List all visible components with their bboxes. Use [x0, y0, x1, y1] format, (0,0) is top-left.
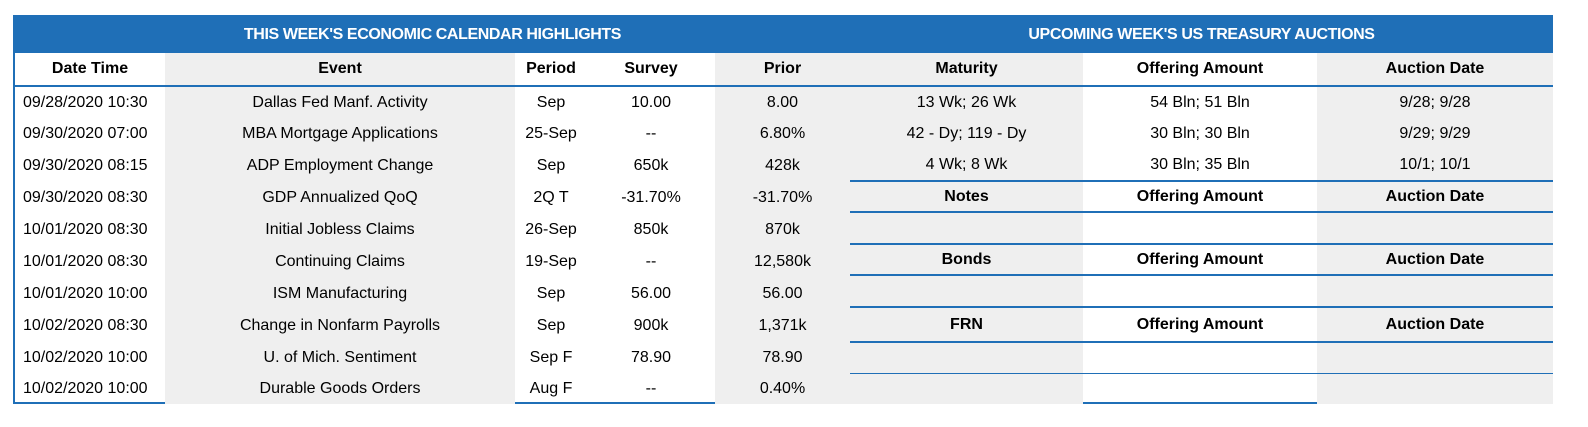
auction-date-column-shade: [1317, 53, 1553, 404]
calendar-auctions-panel: THIS WEEK'S ECONOMIC CALENDAR HIGHLIGHTS…: [13, 15, 1553, 404]
bill-amount: 30 Bln; 35 Bln: [1150, 156, 1250, 173]
frn-auction-date-header: Auction Date: [1385, 316, 1485, 333]
header-maturity: Maturity: [935, 60, 998, 77]
row-survey: 850k: [633, 221, 669, 238]
bill-date: 10/1; 10/1: [1399, 156, 1471, 173]
row-datetime: 09/30/2020 07:00: [23, 125, 148, 142]
maturity-column-shade: [850, 53, 1083, 404]
row-event: Change in Nonfarm Payrolls: [239, 317, 441, 334]
event-column-shade: [165, 53, 515, 404]
bill-maturity: 13 Wk; 26 Wk: [916, 93, 1017, 111]
notes-top-divider: [850, 180, 1553, 182]
notes-header: Notes: [944, 187, 989, 205]
row-period: Sep: [536, 93, 566, 111]
row-survey: --: [645, 380, 657, 397]
row-event: GDP Annualized QoQ: [262, 189, 418, 206]
row-datetime: 09/28/2020 10:30: [23, 93, 148, 111]
header-divider: [15, 85, 1553, 87]
row-period: Sep: [536, 285, 566, 302]
row-event: ISM Manufacturing: [272, 285, 408, 302]
row-prior: 8.00: [766, 93, 799, 111]
row-period: Sep: [536, 317, 566, 334]
row-event: Initial Jobless Claims: [265, 221, 415, 238]
auctions-title: UPCOMING WEEK'S US TREASURY AUCTIONS: [850, 17, 1553, 53]
frn-row-divider: [850, 373, 1553, 374]
row-prior: 1,371k: [758, 317, 807, 334]
row-event: U. of Mich. Sentiment: [263, 349, 417, 366]
row-event: Dallas Fed Manf. Activity: [252, 93, 428, 111]
row-prior: 428k: [765, 157, 800, 174]
row-survey: 650k: [633, 157, 669, 174]
row-datetime: 10/02/2020 10:00: [23, 380, 148, 397]
header-datetime: Date Time: [51, 60, 129, 77]
bonds-top-divider: [850, 243, 1553, 245]
row-prior: 6.80%: [759, 125, 806, 142]
row-survey: 78.90: [630, 349, 672, 366]
row-prior: 78.90: [762, 349, 803, 366]
row-period: 26-Sep: [525, 221, 577, 238]
header-prior: Prior: [763, 60, 802, 77]
row-survey: -31.70%: [621, 189, 681, 206]
notes-offering-amount-header: Offering Amount: [1136, 187, 1264, 205]
row-datetime: 10/01/2020 08:30: [23, 253, 148, 270]
bonds-auction-date-header: Auction Date: [1385, 250, 1485, 268]
frn-header: FRN: [950, 316, 983, 333]
row-datetime: 09/30/2020 08:30: [23, 189, 148, 206]
bill-amount: 54 Bln; 51 Bln: [1150, 93, 1250, 111]
header-offering-amount: Offering Amount: [1136, 60, 1264, 77]
header-event: Event: [318, 60, 362, 77]
row-period: Aug F: [529, 380, 573, 397]
bill-date: 9/28; 9/28: [1399, 93, 1471, 111]
frn-offering-amount-header: Offering Amount: [1136, 316, 1264, 333]
header-survey: Survey: [624, 60, 678, 77]
bill-maturity: 4 Wk; 8 Wk: [925, 156, 1008, 173]
row-period: Sep F: [529, 349, 573, 366]
bill-amount: 30 Bln; 30 Bln: [1150, 125, 1250, 142]
row-prior: 0.40%: [759, 380, 806, 397]
row-prior: 56.00: [762, 285, 803, 302]
row-survey: 10.00: [630, 93, 672, 111]
row-datetime: 10/01/2020 10:00: [23, 285, 148, 302]
notes-auction-date-header: Auction Date: [1385, 187, 1485, 205]
row-prior: 870k: [765, 221, 800, 238]
row-period: 25-Sep: [525, 125, 577, 142]
row-survey: 56.00: [630, 285, 672, 302]
bonds-offering-amount-header: Offering Amount: [1136, 250, 1264, 268]
row-datetime: 09/30/2020 08:15: [23, 157, 148, 174]
row-prior: 12,580k: [754, 253, 811, 270]
row-event: Durable Goods Orders: [259, 380, 421, 397]
bill-date: 9/29; 9/29: [1399, 125, 1471, 142]
header-auction-date: Auction Date: [1385, 60, 1485, 77]
row-datetime: 10/02/2020 10:00: [23, 349, 148, 366]
row-period: 19-Sep: [525, 253, 577, 270]
header-period: Period: [526, 60, 576, 77]
bonds-header: Bonds: [941, 250, 992, 268]
bonds-bottom-divider: [850, 274, 1553, 276]
row-survey: --: [645, 253, 657, 270]
row-period: 2Q T: [533, 189, 569, 206]
prior-column-shade: [715, 53, 850, 404]
row-period: Sep: [536, 157, 566, 174]
row-event: Continuing Claims: [275, 253, 405, 270]
row-datetime: 10/02/2020 08:30: [23, 317, 148, 334]
bill-maturity: 42 - Dy; 119 - Dy: [906, 125, 1027, 142]
row-event: MBA Mortgage Applications: [242, 125, 438, 142]
frn-bottom-divider: [850, 341, 1553, 343]
row-event: ADP Employment Change: [246, 157, 434, 174]
row-prior: -31.70%: [752, 189, 813, 206]
notes-bottom-divider: [850, 211, 1553, 213]
calendar-title: THIS WEEK'S ECONOMIC CALENDAR HIGHLIGHTS: [15, 17, 850, 53]
row-datetime: 10/01/2020 08:30: [23, 221, 148, 238]
frn-top-divider: [850, 306, 1553, 308]
row-survey: --: [645, 125, 657, 142]
row-survey: 900k: [633, 317, 669, 334]
